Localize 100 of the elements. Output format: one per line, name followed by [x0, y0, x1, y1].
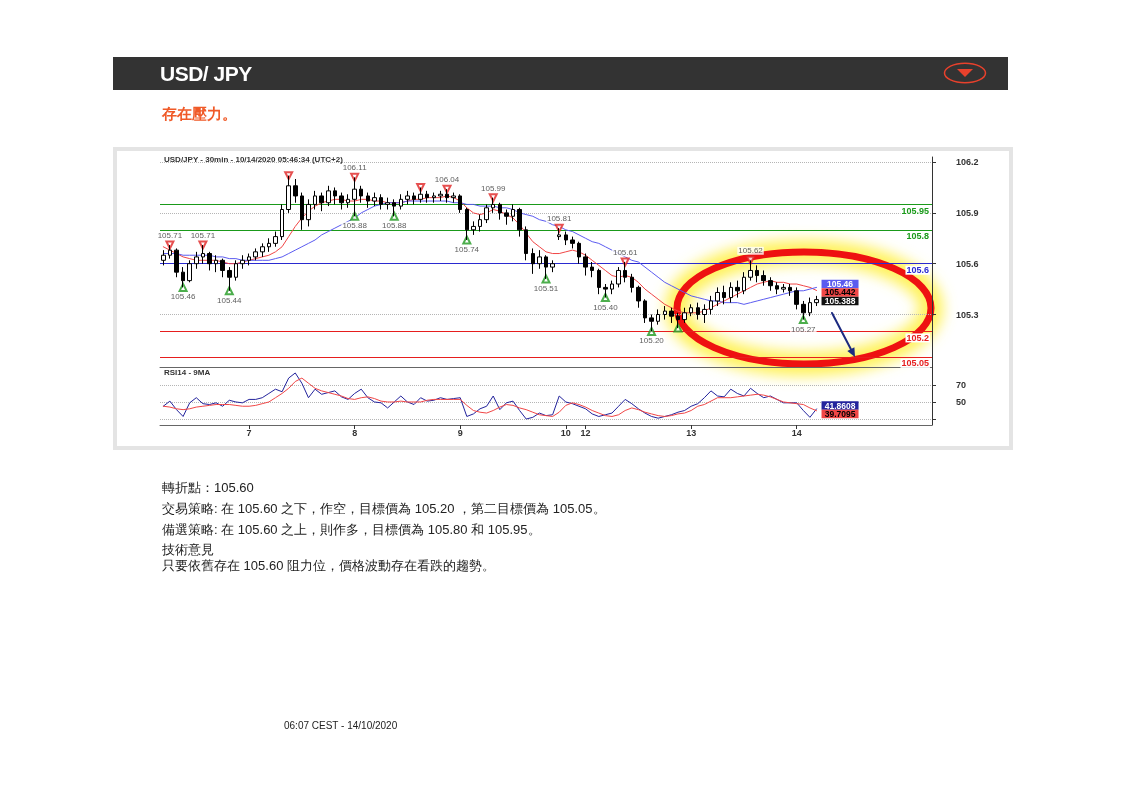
candlestick — [425, 190, 429, 204]
candlestick — [253, 247, 258, 261]
candlestick — [326, 185, 331, 207]
candlestick — [570, 236, 575, 249]
annotation: USD/JPY - 30min - 10/14/2020 05:46:34 (UTC+2) — [164, 155, 343, 164]
candlestick — [755, 264, 759, 283]
candlestick — [775, 281, 779, 295]
candlestick — [366, 192, 370, 209]
y-tick-label: 105.6 — [956, 258, 979, 269]
candlestick — [557, 227, 561, 241]
candlestick — [280, 203, 284, 241]
point — [416, 182, 426, 192]
candlestick — [788, 283, 792, 297]
candlestick — [702, 303, 707, 324]
data-label: 105.46 — [170, 292, 196, 302]
chart-title: RSI14 - 9MA — [164, 367, 211, 377]
candlestick — [240, 254, 245, 270]
candlestick — [465, 207, 469, 241]
candlestick — [564, 231, 568, 246]
point — [178, 282, 188, 292]
candlestick — [590, 261, 594, 278]
candlestick — [742, 271, 746, 295]
candlestick — [201, 244, 205, 265]
text: 轉折點：105.60 — [162, 480, 254, 495]
candlestick — [319, 192, 324, 212]
candlestick — [517, 207, 522, 238]
candlestick — [181, 266, 185, 288]
data-label: 105.88 — [342, 221, 368, 231]
candlestick — [333, 186, 337, 205]
candlestick — [735, 280, 740, 299]
candlestick — [372, 192, 377, 207]
candlestick — [438, 190, 443, 202]
data-label: 106.04 — [434, 175, 460, 185]
x-tick-label: 9 — [457, 427, 463, 438]
data-label: 39.7095 — [824, 409, 856, 420]
candlestick — [451, 192, 456, 204]
point — [541, 274, 551, 284]
text: 06:07 CEST - 14/10/2020 — [284, 720, 398, 732]
x-tick-label: 10 — [560, 427, 571, 438]
candlestick — [432, 192, 436, 204]
data-label: 105.62 — [738, 246, 764, 256]
candlestick — [359, 185, 363, 204]
candlestick — [550, 259, 555, 273]
candlestick — [491, 197, 495, 214]
data-label: 105.81 — [546, 214, 572, 224]
candlestick — [379, 193, 383, 210]
point — [165, 240, 175, 250]
text: 備選策略: 在 105.60 之上，則作多，目標價為 105.80 和 105.95。 — [162, 522, 541, 537]
data-label: 105.44 — [217, 295, 243, 305]
point — [389, 211, 399, 221]
candlestick — [247, 253, 251, 266]
candlestick — [504, 209, 509, 226]
annotation: 105.388 — [824, 295, 856, 306]
candlestick — [234, 259, 238, 282]
candlestick — [689, 303, 693, 317]
candlestick — [300, 192, 304, 231]
candlestick — [808, 297, 812, 317]
point — [442, 184, 452, 194]
candlestick — [339, 192, 344, 210]
data-label: 105.442 — [824, 287, 856, 298]
candlestick — [478, 214, 482, 233]
y-tick-label: 105.3 — [956, 309, 979, 320]
candlestick — [471, 220, 476, 236]
ref-line-label: 105.95 — [901, 205, 929, 216]
candlestick — [709, 295, 713, 315]
candlestick — [385, 197, 390, 210]
candlestick — [814, 295, 819, 307]
candlestick — [768, 276, 773, 292]
x-tick-label: 8 — [352, 427, 358, 438]
candlestick — [161, 249, 166, 266]
data-label: 105.61 — [612, 248, 638, 257]
candlestick — [399, 193, 403, 210]
data-label: 105.88 — [382, 221, 408, 231]
candlestick — [761, 269, 766, 287]
candlestick — [412, 192, 416, 205]
data-label: 105.71 — [157, 231, 183, 241]
candlestick — [214, 254, 218, 273]
candlestick — [682, 307, 687, 324]
candlestick — [445, 188, 449, 204]
candlestick — [293, 178, 298, 204]
candlestick — [676, 312, 680, 329]
data-label: 105.27 — [791, 324, 817, 334]
candlestick — [346, 193, 350, 209]
x-tick-label: 7 — [246, 427, 252, 438]
ref-line-label: 105.05 — [901, 358, 929, 369]
candlestick — [484, 203, 489, 224]
candlestick — [597, 268, 601, 295]
x-tick-label: 13 — [686, 427, 697, 438]
text: 技術意見 — [162, 542, 214, 557]
candlestick — [537, 249, 542, 270]
candlestick — [696, 302, 700, 321]
candlestick — [273, 231, 278, 248]
candlestick — [794, 286, 799, 310]
point — [198, 240, 208, 250]
candlestick — [531, 247, 535, 275]
y-tick-label: 105.9 — [956, 207, 979, 218]
candlestick — [511, 203, 515, 222]
candlestick — [392, 198, 396, 217]
data-label: 105.71 — [190, 231, 216, 241]
point — [284, 171, 294, 181]
